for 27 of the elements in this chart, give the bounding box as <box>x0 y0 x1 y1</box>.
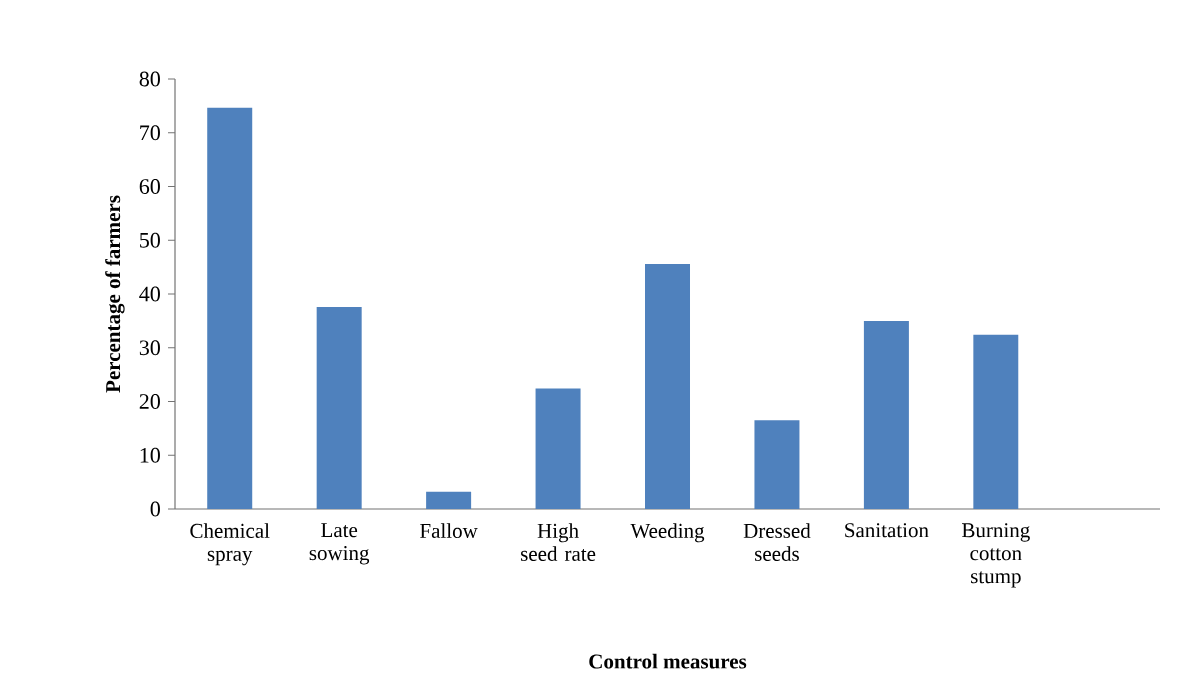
bar <box>645 263 691 509</box>
y-tick-label: 60 <box>139 179 160 194</box>
y-tick-label: 50 <box>140 232 160 248</box>
x-tick-label: Weeding <box>630 523 705 543</box>
bar <box>863 320 909 509</box>
x-tick-label: Sanitation <box>845 523 929 538</box>
y-tick-label: 0 <box>150 501 160 517</box>
bar <box>535 388 581 509</box>
y-tick-label: 70 <box>140 125 160 141</box>
y-axis-title: Percentage of farmers <box>105 195 125 393</box>
bar <box>316 306 362 509</box>
bar <box>754 420 800 509</box>
bar <box>973 334 1019 509</box>
bar <box>207 107 253 509</box>
y-tick-label: 30 <box>139 340 160 356</box>
x-tick-label: Burning cotton stump <box>962 523 1030 588</box>
x-tick-label: High seed rate <box>521 523 596 561</box>
x-tick-label: Dressed seeds <box>743 523 811 561</box>
y-tick-label: 20 <box>139 394 160 409</box>
y-tick-label: 80 <box>139 71 160 87</box>
y-tick-label: 10 <box>140 447 160 463</box>
x-tick-label: Chemical spray <box>190 523 270 566</box>
x-axis-title: Control measures <box>589 653 747 669</box>
x-tick-label: Late sowing <box>309 523 370 565</box>
x-tick-label: Fallow <box>420 523 478 538</box>
bar <box>426 491 472 509</box>
y-tick-label: 40 <box>139 286 160 302</box>
